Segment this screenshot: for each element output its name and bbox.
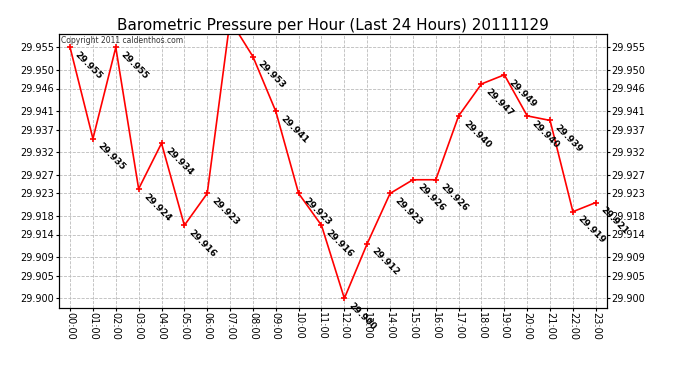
Text: 29.919: 29.919 [575, 214, 607, 246]
Text: 29.935: 29.935 [96, 141, 127, 172]
Text: 29.916: 29.916 [187, 228, 218, 259]
Text: Copyright 2011 caldenthos.com: Copyright 2011 caldenthos.com [61, 36, 184, 45]
Text: 29.940: 29.940 [462, 118, 493, 150]
Text: 29.924: 29.924 [141, 192, 172, 223]
Text: 29.947: 29.947 [484, 87, 515, 118]
Text: 29.921: 29.921 [598, 206, 629, 236]
Text: 29.940: 29.940 [530, 118, 561, 150]
Text: 29.955: 29.955 [119, 50, 150, 81]
Text: 29.939: 29.939 [553, 123, 584, 154]
Text: 29.926: 29.926 [415, 183, 446, 213]
Text: 29.953: 29.953 [256, 59, 287, 90]
Title: Barometric Pressure per Hour (Last 24 Hours) 20111129: Barometric Pressure per Hour (Last 24 Ho… [117, 18, 549, 33]
Text: 29.916: 29.916 [324, 228, 355, 259]
Text: 29.941: 29.941 [279, 114, 310, 145]
Text: 29.934: 29.934 [164, 146, 195, 177]
Text: 29.955: 29.955 [73, 50, 104, 81]
Text: 29.923: 29.923 [393, 196, 424, 227]
Text: 29.912: 29.912 [370, 246, 401, 278]
Text: 29.926: 29.926 [439, 183, 470, 213]
Text: 29.949: 29.949 [507, 78, 538, 109]
Text: 29.900: 29.900 [347, 301, 378, 332]
Text: 29.961: 29.961 [0, 374, 1, 375]
Text: 29.923: 29.923 [210, 196, 241, 227]
Text: 29.923: 29.923 [302, 196, 333, 227]
